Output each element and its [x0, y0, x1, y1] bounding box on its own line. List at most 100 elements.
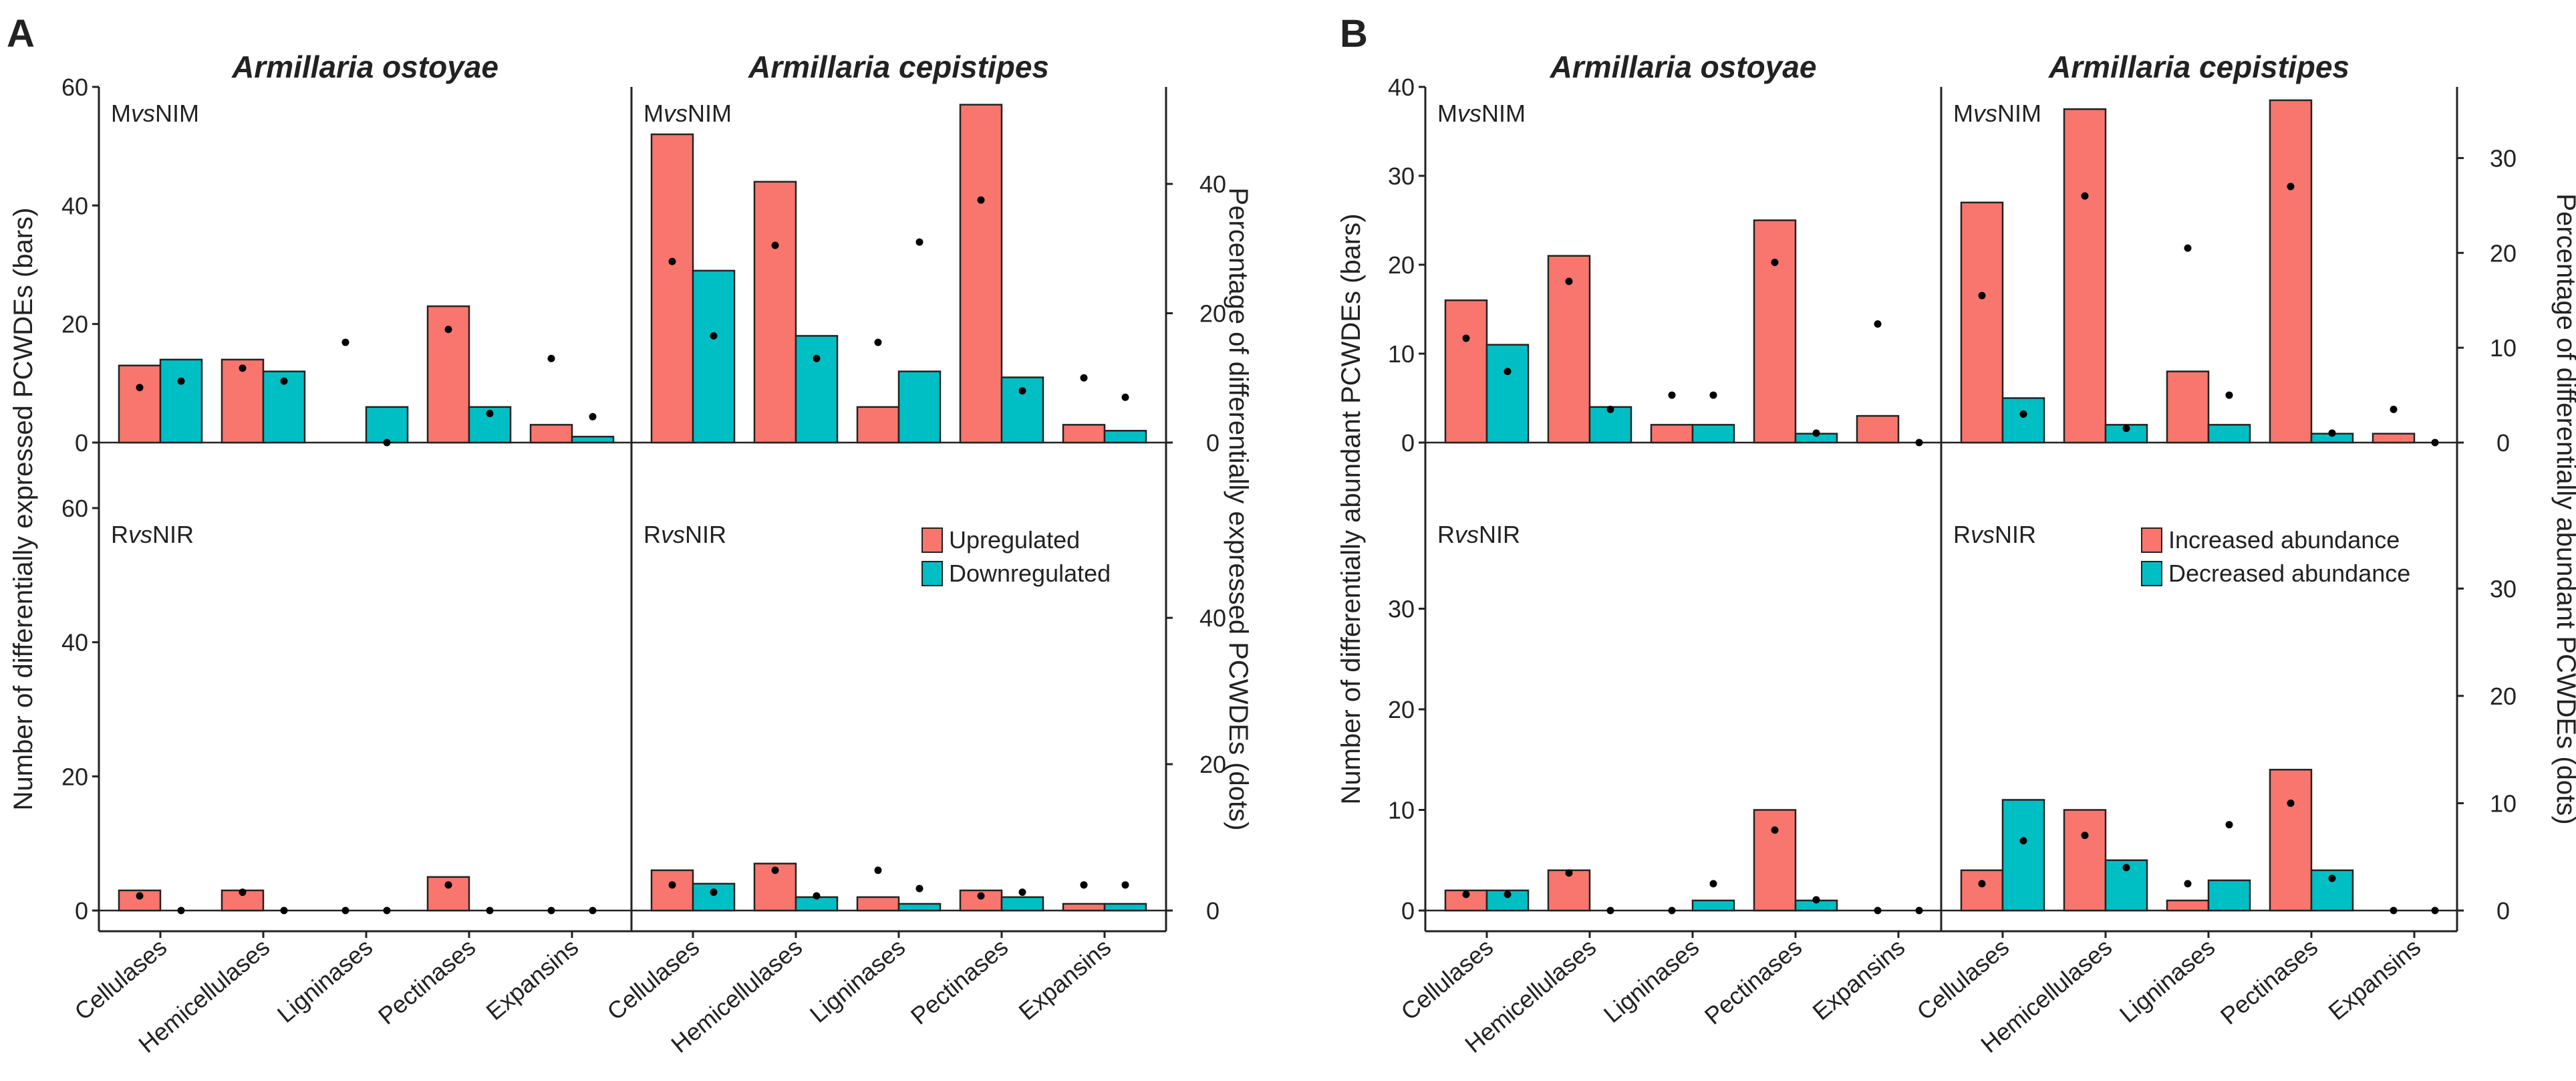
comparison-pre: M — [111, 100, 131, 127]
percentage-dot — [874, 866, 882, 874]
species-title: Armillaria ostoyae — [1550, 49, 1817, 84]
comparison-label: MvsNIM — [1437, 100, 1526, 127]
bar-down — [1691, 899, 1735, 912]
legend-swatch — [921, 561, 943, 586]
legend-swatch — [2141, 527, 2162, 553]
bar-up — [856, 896, 900, 912]
bar-up — [1650, 424, 1694, 444]
percentage-dot — [1606, 907, 1614, 915]
bar-up — [1960, 201, 2004, 444]
percentage-dot — [668, 881, 676, 889]
comparison-label: RvsNIR — [111, 521, 194, 548]
species-title: Armillaria cepistipes — [2048, 49, 2349, 84]
x-tick-label: Expansins — [1808, 933, 1910, 1026]
percentage-dot — [1915, 907, 1923, 915]
percentage-dot — [1565, 277, 1573, 285]
bar-down — [2207, 879, 2251, 912]
y-tick-label-right: 30 — [2490, 144, 2517, 172]
percentage-dot — [915, 238, 923, 246]
percentage-dot — [977, 196, 985, 204]
percentage-dot — [2390, 907, 2398, 915]
comparison-vs: vs — [131, 100, 155, 127]
percentage-dot — [1771, 826, 1779, 834]
percentage-dot — [1504, 368, 1512, 376]
percentage-dot — [813, 892, 821, 900]
panel-letter: A — [7, 12, 35, 55]
comparison-post: NIR — [685, 521, 726, 548]
percentage-dot — [1462, 334, 1470, 342]
legend-swatch — [921, 527, 943, 553]
bar-down — [159, 358, 203, 444]
legend-label: Decreased abundance — [2168, 560, 2410, 587]
bar-down — [1103, 903, 1147, 912]
y-tick-label-right: 0 — [2496, 897, 2510, 925]
y-tick-label-left: 20 — [61, 763, 88, 790]
percentage-dot — [2122, 425, 2130, 433]
comparison-post: NIR — [1479, 521, 1520, 548]
bar-up — [856, 406, 900, 444]
bar-down — [2001, 799, 2045, 912]
percentage-dot — [710, 332, 718, 340]
y-tick-label-right: 0 — [1206, 897, 1220, 925]
bar-up — [650, 869, 694, 912]
legend-label: Increased abundance — [2168, 526, 2400, 554]
percentage-dot — [444, 326, 452, 334]
y-tick-label-left: 20 — [1388, 251, 1415, 279]
y-tick-label-left: 0 — [1401, 897, 1415, 925]
percentage-dot — [1978, 880, 1986, 888]
bar-down — [571, 435, 615, 444]
x-tick-label: Cellulases — [602, 933, 705, 1026]
percentage-dot — [547, 354, 555, 362]
percentage-dot — [1874, 907, 1882, 915]
x-tick-label: Pectinases — [1699, 933, 1807, 1030]
y-tick-label-right: 30 — [2490, 575, 2517, 602]
percentage-dot — [341, 907, 349, 915]
x-tick-label: Ligninases — [272, 933, 378, 1028]
percentage-dot — [280, 907, 288, 915]
y-axis-title-right: Percentage of differentially abundant PC… — [2551, 193, 2576, 824]
percentage-dot — [1668, 391, 1676, 399]
percentage-dot — [1812, 429, 1820, 437]
y-tick-label-right: 40 — [1199, 604, 1226, 632]
y-tick-label-left: 10 — [1388, 340, 1415, 368]
bar-up — [1753, 219, 1797, 444]
percentage-dot — [1462, 890, 1470, 898]
percentage-dot — [589, 412, 597, 421]
percentage-dot — [2184, 244, 2192, 252]
percentage-dot — [915, 884, 923, 892]
percentage-dot — [136, 384, 144, 392]
percentage-dot — [1080, 374, 1088, 382]
percentage-dot — [589, 907, 597, 915]
y-tick-label-left: 0 — [75, 897, 88, 925]
percentage-dot — [813, 354, 821, 362]
bar-up — [2063, 108, 2107, 444]
x-tick-label: Ligninases — [1598, 933, 1704, 1028]
bar-down — [1103, 430, 1147, 444]
percentage-dot — [177, 907, 185, 915]
comparison-label: MvsNIM — [643, 100, 732, 127]
comparison-pre: R — [111, 521, 128, 548]
comparison-label: RvsNIR — [1953, 521, 2036, 548]
comparison-vs: vs — [1455, 521, 1479, 548]
y-tick-label-right: 10 — [2490, 334, 2517, 362]
comparison-pre: R — [1953, 521, 1971, 548]
percentage-dot — [383, 907, 391, 915]
y-tick-label-left: 40 — [1388, 74, 1415, 101]
comparison-vs: vs — [1971, 521, 1995, 548]
legend-swatch — [2141, 561, 2162, 586]
comparison-vs: vs — [128, 521, 152, 548]
y-tick-label-left: 30 — [1388, 162, 1415, 190]
y-tick-label-right: 20 — [1199, 300, 1226, 328]
comparison-pre: M — [1437, 100, 1457, 127]
percentage-dot — [1565, 869, 1573, 877]
percentage-dot — [341, 338, 349, 346]
bar-up — [221, 358, 265, 444]
percentage-dot — [1121, 881, 1129, 889]
y-tick-label-left: 60 — [61, 495, 88, 522]
x-tick-label: Pectinases — [2215, 933, 2323, 1030]
percentage-dot — [383, 439, 391, 447]
y-axis-title-left: Number of differentially abundant PCWDEs… — [1336, 213, 1366, 804]
bar-down — [897, 370, 942, 444]
x-tick-label: Pectinases — [373, 933, 480, 1030]
